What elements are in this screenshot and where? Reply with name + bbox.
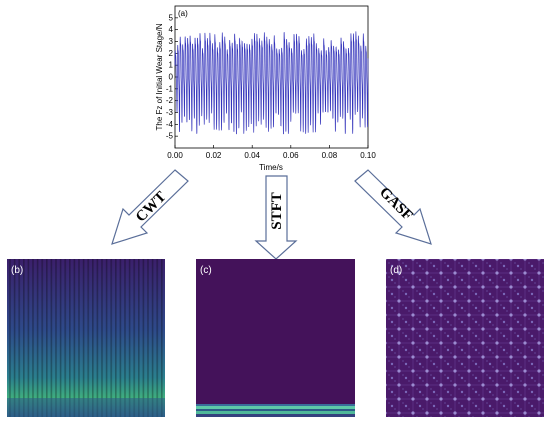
x-tick-label: 0.00 bbox=[167, 151, 183, 160]
y-tick-label: -3 bbox=[166, 108, 174, 117]
x-tick-label: 0.04 bbox=[244, 151, 260, 160]
stft-band-4 bbox=[196, 411, 355, 414]
stft-arrow: STFT bbox=[254, 175, 298, 260]
panel-c-label: (c) bbox=[200, 265, 212, 276]
stft-band-3 bbox=[196, 409, 355, 411]
stft-band-5 bbox=[196, 414, 355, 417]
panel-a-label: (a) bbox=[178, 9, 188, 18]
y-tick-label: 3 bbox=[169, 37, 174, 46]
stft-arrow-label: STFT bbox=[269, 192, 285, 230]
y-tick-label: 1 bbox=[169, 61, 174, 70]
x-tick-label: 0.08 bbox=[322, 151, 338, 160]
x-tick-label: 0.10 bbox=[360, 151, 376, 160]
x-tick-label: 0.06 bbox=[283, 151, 299, 160]
x-tick-label: 0.02 bbox=[206, 151, 222, 160]
fz-series bbox=[174, 31, 369, 135]
stft-image bbox=[196, 259, 355, 417]
y-axis-title: The Fz of Initial Wear Stage/N bbox=[155, 23, 164, 130]
cwt-arrow-shape bbox=[111, 169, 189, 245]
panel-b-cwt: (b) bbox=[7, 259, 165, 417]
y-axis-ticks: 5 4 3 2 1 0 -1 -2 -3 -4 -5 bbox=[166, 13, 178, 141]
y-tick-label: -5 bbox=[166, 132, 174, 141]
gasf-arrow-shape bbox=[354, 169, 432, 245]
panel-d-label: (d) bbox=[390, 265, 402, 276]
panel-a-chart: 0.00 0.02 0.04 0.06 0.08 0.10 5 4 3 2 1 0 -1 -2 -3 -4 -… bbox=[155, 5, 376, 172]
gasf-image bbox=[386, 259, 544, 417]
cwt-stripes bbox=[7, 259, 165, 417]
stft-band-2 bbox=[196, 406, 355, 409]
cwt-bottom-band bbox=[7, 398, 165, 417]
panel-d-gasf: (d) bbox=[386, 259, 544, 417]
y-tick-label: -2 bbox=[166, 96, 174, 105]
y-tick-label: 5 bbox=[169, 13, 174, 22]
gasf-arrow: GASF bbox=[354, 169, 432, 245]
y-tick-label: -1 bbox=[166, 84, 174, 93]
stft-arrow-shape bbox=[254, 175, 298, 260]
y-tick-label: 0 bbox=[169, 73, 174, 82]
cwt-arrow: CWT bbox=[111, 169, 189, 245]
fz-line bbox=[174, 31, 369, 135]
x-axis-ticks: 0.00 0.02 0.04 0.06 0.08 0.10 bbox=[167, 145, 376, 160]
panel-c-stft: (c) bbox=[196, 259, 355, 417]
x-axis-title: Time/s bbox=[259, 163, 283, 172]
y-tick-label: 4 bbox=[169, 25, 174, 34]
stft-band-1 bbox=[196, 404, 355, 406]
panel-b-label: (b) bbox=[11, 265, 23, 276]
y-tick-label: -4 bbox=[166, 120, 174, 129]
y-tick-label: 2 bbox=[169, 49, 174, 58]
